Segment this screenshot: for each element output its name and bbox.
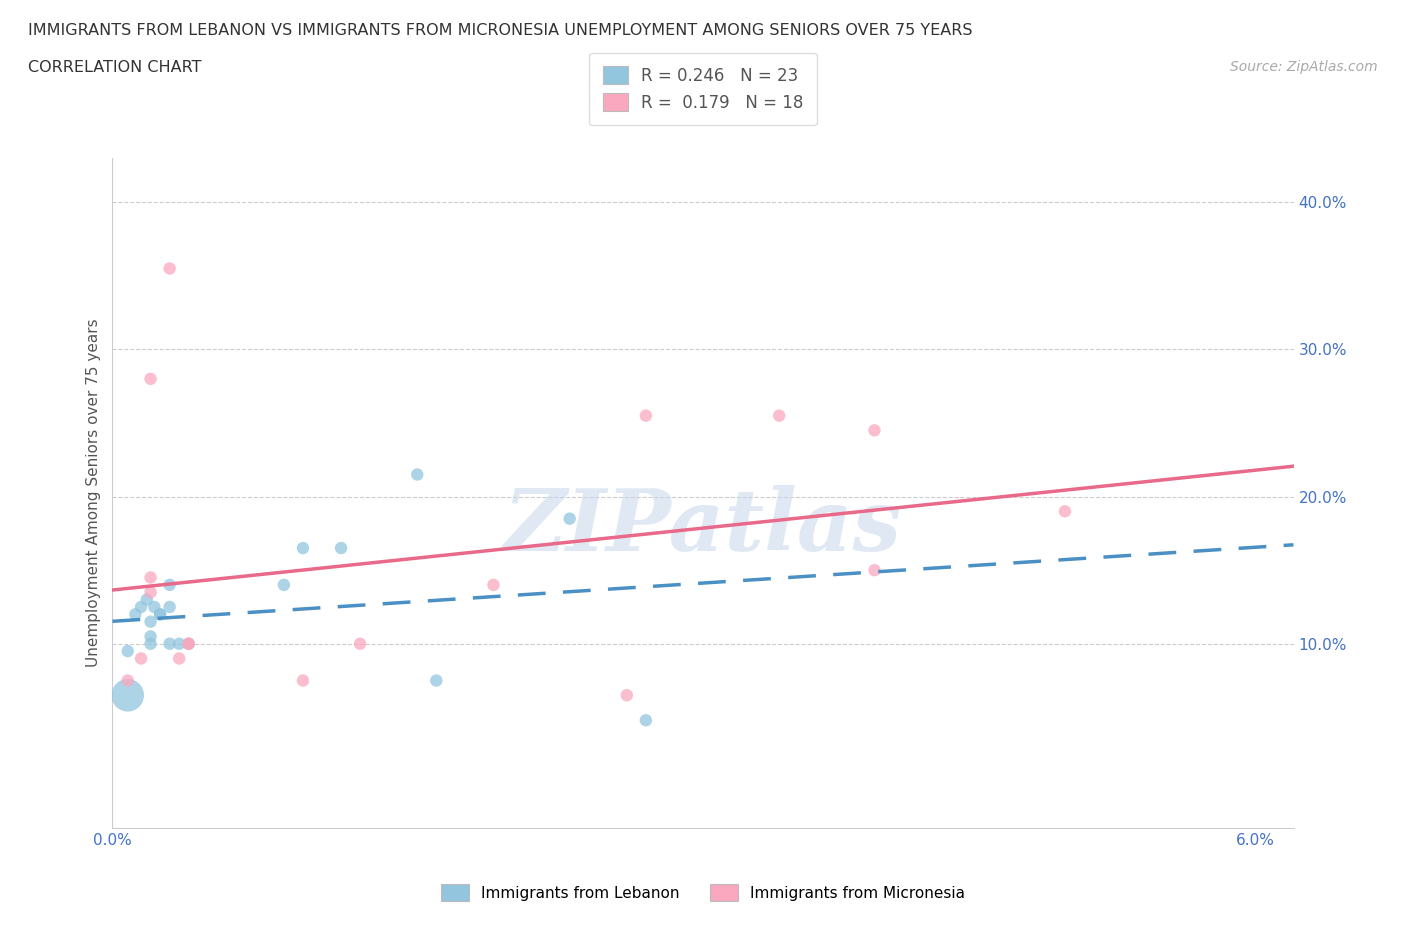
Point <box>159 600 181 615</box>
Y-axis label: Unemployment Among Seniors over 75 years: Unemployment Among Seniors over 75 years <box>86 319 101 667</box>
Point <box>117 673 139 688</box>
Point <box>139 570 162 585</box>
Point <box>117 644 139 658</box>
Legend: Immigrants from Lebanon, Immigrants from Micronesia: Immigrants from Lebanon, Immigrants from… <box>434 878 972 907</box>
Point <box>634 408 657 423</box>
Text: Source: ZipAtlas.com: Source: ZipAtlas.com <box>1230 60 1378 74</box>
Point <box>425 673 447 688</box>
Point <box>291 673 314 688</box>
Point <box>1053 504 1076 519</box>
Text: ZIPatlas: ZIPatlas <box>503 485 903 568</box>
Point <box>863 423 886 438</box>
Point <box>482 578 505 592</box>
Point <box>129 651 152 666</box>
Point <box>124 607 146 622</box>
Point <box>135 592 157 607</box>
Point <box>143 600 166 615</box>
Point <box>616 688 638 703</box>
Point <box>177 636 200 651</box>
Point <box>167 651 190 666</box>
Point <box>159 261 181 276</box>
Point <box>129 600 152 615</box>
Point <box>330 540 353 555</box>
Point <box>139 371 162 386</box>
Point <box>167 636 190 651</box>
Point <box>177 636 200 651</box>
Text: IMMIGRANTS FROM LEBANON VS IMMIGRANTS FROM MICRONESIA UNEMPLOYMENT AMONG SENIORS: IMMIGRANTS FROM LEBANON VS IMMIGRANTS FR… <box>28 23 973 38</box>
Point <box>177 636 200 651</box>
Point <box>149 607 172 622</box>
Point <box>349 636 371 651</box>
Point <box>159 578 181 592</box>
Point <box>768 408 790 423</box>
Point <box>406 467 429 482</box>
Point <box>139 614 162 629</box>
Point <box>149 607 172 622</box>
Point <box>139 629 162 644</box>
Point <box>558 512 581 526</box>
Point <box>139 636 162 651</box>
Point <box>863 563 886 578</box>
Point <box>634 712 657 727</box>
Point <box>159 636 181 651</box>
Text: CORRELATION CHART: CORRELATION CHART <box>28 60 201 75</box>
Point <box>291 540 314 555</box>
Point <box>117 688 139 703</box>
Point <box>273 578 295 592</box>
Point <box>139 585 162 600</box>
